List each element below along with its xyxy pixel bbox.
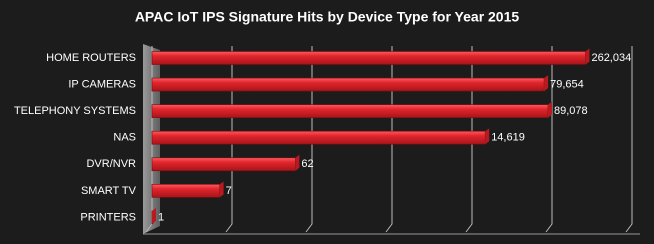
- y-tick-label: HOME ROUTERS: [46, 52, 136, 64]
- bar-end: [547, 101, 552, 118]
- bar-end: [152, 207, 156, 224]
- grid-line: [625, 46, 633, 233]
- value-label: 262,034: [591, 52, 631, 64]
- bar-end: [485, 128, 490, 145]
- bar: [151, 77, 545, 92]
- bar-end: [295, 154, 300, 171]
- bar: [151, 104, 549, 118]
- bar: [151, 184, 220, 198]
- value-label: 7: [226, 185, 232, 197]
- y-tick-label: TELEPHONY SYSTEMS: [14, 105, 136, 117]
- value-label: 1: [158, 211, 164, 223]
- value-label: 79,654: [550, 78, 584, 90]
- y-tick-label: IP CAMERAS: [68, 78, 136, 90]
- y-tick-label: PRINTERS: [80, 211, 136, 223]
- bar: [151, 157, 296, 172]
- y-tick-label: NAS: [113, 132, 136, 144]
- value-label: 62: [301, 158, 313, 170]
- grid-line: [545, 46, 553, 233]
- chart-title: APAC IoT IPS Signature Hits by Device Ty…: [135, 9, 520, 25]
- bar-end: [219, 181, 224, 198]
- value-label: 14,619: [491, 132, 525, 144]
- bar: [151, 130, 486, 145]
- bar-end: [585, 48, 590, 65]
- bar-end: [544, 75, 549, 92]
- y-tick-label: SMART TV: [81, 185, 137, 197]
- y-tick-label: DVR/NVR: [86, 158, 136, 170]
- value-label: 89,078: [554, 105, 588, 117]
- bar: [151, 51, 586, 65]
